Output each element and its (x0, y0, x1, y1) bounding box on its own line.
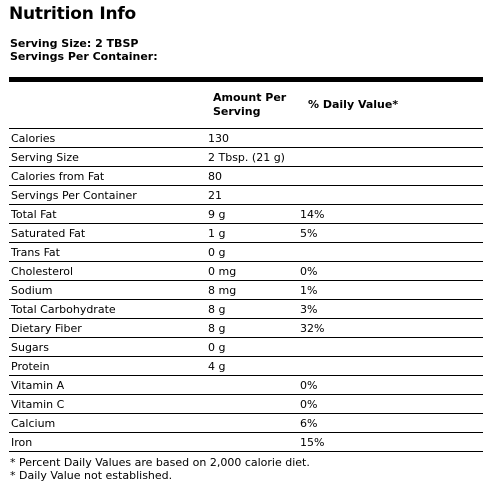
table-row: Servings Per Container 21 (9, 185, 483, 205)
nutrient-name: Dietary Fiber (9, 318, 206, 338)
nutrient-name: Serving Size (9, 147, 206, 167)
nutrient-daily-value: 32% (298, 318, 483, 338)
divider-bar (9, 77, 483, 82)
nutrient-name: Iron (9, 432, 206, 452)
footnote: * Percent Daily Values are based on 2,00… (10, 456, 310, 469)
nutrient-name: Calcium (9, 413, 206, 433)
daily-value-header: % Daily Value* (308, 98, 399, 111)
nutrient-amount: 9 g (206, 204, 298, 224)
table-row: Dietary Fiber 8 g 32% (9, 318, 483, 338)
nutrient-name: Total Fat (9, 204, 206, 224)
nutrient-daily-value (298, 166, 483, 186)
nutrient-amount: 2 Tbsp. (21 g) (206, 147, 298, 167)
nutrient-daily-value: 6% (298, 413, 483, 433)
table-row: Saturated Fat 1 g 5% (9, 223, 483, 243)
nutrient-name: Total Carbohydrate (9, 299, 206, 319)
nutrient-amount: 8 g (206, 318, 298, 338)
table-row: Calories 130 (9, 128, 483, 148)
page-title: Nutrition Info (9, 4, 137, 24)
nutrient-amount: 0 g (206, 242, 298, 262)
nutrient-amount: 0 mg (206, 261, 298, 281)
nutrient-name: Cholesterol (9, 261, 206, 281)
nutrient-daily-value (298, 242, 483, 262)
nutrient-daily-value: 0% (298, 394, 483, 414)
table-row: Vitamin C 0% (9, 394, 483, 414)
nutrient-daily-value: 1% (298, 280, 483, 300)
serving-size-line: Serving Size: 2 TBSP (10, 37, 139, 50)
nutrient-name: Vitamin A (9, 375, 206, 395)
nutrient-daily-value: 0% (298, 261, 483, 281)
nutrient-amount: 130 (206, 128, 298, 148)
nutrient-daily-value (298, 356, 483, 376)
nutrient-amount (206, 394, 298, 414)
table-row: Total Carbohydrate 8 g 3% (9, 299, 483, 319)
table-row: Iron 15% (9, 432, 483, 452)
nutrient-name: Calories from Fat (9, 166, 206, 186)
table-row: Cholesterol 0 mg 0% (9, 261, 483, 281)
nutrient-amount: 8 mg (206, 280, 298, 300)
nutrient-amount: 4 g (206, 356, 298, 376)
nutrient-amount: 8 g (206, 299, 298, 319)
nutrient-name: Protein (9, 356, 206, 376)
table-row: Calcium 6% (9, 413, 483, 433)
nutrient-amount (206, 432, 298, 452)
nutrient-name: Vitamin C (9, 394, 206, 414)
table-row: Total Fat 9 g 14% (9, 204, 483, 224)
servings-per-container-line: Servings Per Container: (10, 50, 158, 63)
nutrition-table: Calories 130 Serving Size 2 Tbsp. (21 g) Cal… (9, 128, 483, 452)
nutrient-daily-value: 15% (298, 432, 483, 452)
nutrient-daily-value (298, 337, 483, 357)
nutrient-name: Sugars (9, 337, 206, 357)
footnote: * Daily Value not established. (10, 469, 173, 482)
nutrient-name: Saturated Fat (9, 223, 206, 243)
nutrient-amount: 1 g (206, 223, 298, 243)
table-row: Sugars 0 g (9, 337, 483, 357)
nutrient-name: Calories (9, 128, 206, 148)
nutrient-amount: 21 (206, 185, 298, 205)
table-row: Serving Size 2 Tbsp. (21 g) (9, 147, 483, 167)
table-row: Calories from Fat 80 (9, 166, 483, 186)
nutrient-daily-value: 3% (298, 299, 483, 319)
nutrient-name: Trans Fat (9, 242, 206, 262)
table-row: Vitamin A 0% (9, 375, 483, 395)
nutrient-amount: 0 g (206, 337, 298, 357)
nutrient-daily-value (298, 185, 483, 205)
nutrient-daily-value: 14% (298, 204, 483, 224)
nutrient-daily-value (298, 147, 483, 167)
nutrient-name: Sodium (9, 280, 206, 300)
amount-per-serving-header: Amount Per Serving (213, 91, 287, 118)
nutrient-daily-value: 0% (298, 375, 483, 395)
table-row: Sodium 8 mg 1% (9, 280, 483, 300)
nutrient-daily-value: 5% (298, 223, 483, 243)
nutrient-name: Servings Per Container (9, 185, 206, 205)
table-row: Protein 4 g (9, 356, 483, 376)
nutrient-amount: 80 (206, 166, 298, 186)
nutrient-daily-value (298, 128, 483, 148)
nutrient-amount (206, 375, 298, 395)
footnotes: * Percent Daily Values are based on 2,00… (10, 456, 310, 482)
nutrient-amount (206, 413, 298, 433)
table-row: Trans Fat 0 g (9, 242, 483, 262)
